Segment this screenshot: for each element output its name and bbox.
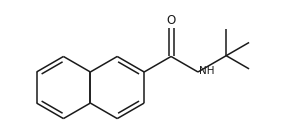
Text: NH: NH [199, 66, 215, 76]
Text: O: O [166, 14, 176, 27]
